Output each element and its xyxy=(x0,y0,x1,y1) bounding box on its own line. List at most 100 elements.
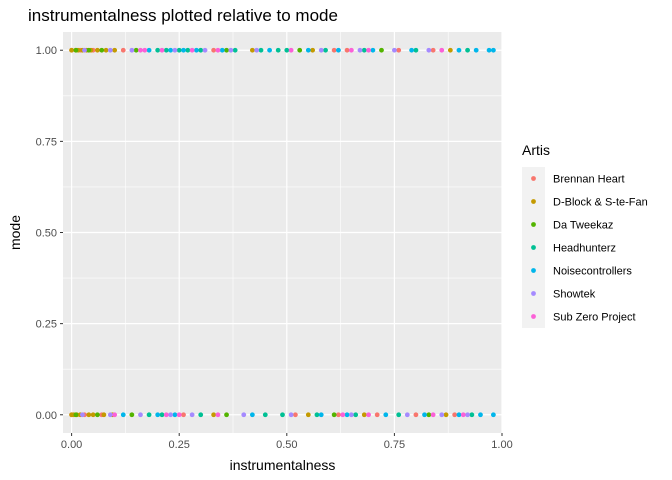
point-0-8 xyxy=(430,47,436,53)
point-6-11 xyxy=(176,412,182,418)
point-3-16 xyxy=(262,412,268,418)
point-6-9 xyxy=(112,412,118,418)
point-3-3 xyxy=(185,47,191,53)
point-0-14 xyxy=(336,412,341,418)
point-5-2 xyxy=(129,47,135,53)
point-4-13 xyxy=(490,47,496,53)
point-3-18 xyxy=(314,412,320,418)
x-tick-label-3: 0.75 xyxy=(384,439,405,451)
point-3-17 xyxy=(280,412,285,418)
point-4-0 xyxy=(146,47,152,53)
point-1-8 xyxy=(112,47,118,53)
point-6-4 xyxy=(215,47,221,53)
point-3-6 xyxy=(258,47,264,53)
point-1-16 xyxy=(86,412,92,418)
point-5-16 xyxy=(241,412,247,418)
legend-label-0: Brennan Heart xyxy=(553,174,625,186)
point-5-5 xyxy=(228,47,234,53)
point-5-4 xyxy=(202,47,208,53)
point-4-22 xyxy=(456,412,462,418)
legend-swatch-4 xyxy=(531,268,536,273)
point-4-12 xyxy=(486,47,492,53)
point-5-7 xyxy=(318,47,324,53)
point-0-5 xyxy=(331,47,337,53)
point-6-2 xyxy=(159,47,165,53)
point-1-10 xyxy=(310,47,316,53)
legend: Artis Brennan Heart D-Block & S-te-Fan Da … xyxy=(522,142,648,328)
point-4-7 xyxy=(336,47,341,53)
point-4-4 xyxy=(219,47,225,53)
legend-title: Artis xyxy=(522,142,550,158)
data-points xyxy=(69,47,496,418)
point-2-7 xyxy=(73,412,79,418)
point-2-3 xyxy=(133,47,139,53)
x-tick-label-2: 0.50 xyxy=(276,439,297,451)
point-5-11 xyxy=(79,412,85,418)
point-4-20 xyxy=(383,412,389,418)
point-2-12 xyxy=(426,412,432,418)
point-3-4 xyxy=(198,47,204,53)
point-2-11 xyxy=(331,412,337,418)
x-axis: 0.00 0.25 0.50 0.75 1.00 xyxy=(61,433,513,451)
point-4-2 xyxy=(181,47,186,53)
point-4-1 xyxy=(168,47,173,53)
point-3-10 xyxy=(361,47,367,53)
point-2-1 xyxy=(86,47,92,53)
point-6-0 xyxy=(138,47,143,53)
point-3-9 xyxy=(323,47,328,53)
point-1-11 xyxy=(447,47,453,53)
point-1-20 xyxy=(211,412,217,418)
point-0-17 xyxy=(452,412,458,418)
point-6-10 xyxy=(163,412,169,418)
point-5-9 xyxy=(392,47,397,53)
y-tick-label-4: 1.00 xyxy=(36,45,57,57)
point-5-19 xyxy=(404,412,410,418)
point-5-18 xyxy=(348,412,354,418)
point-5-17 xyxy=(288,412,294,418)
point-3-5 xyxy=(232,47,238,53)
point-1-21 xyxy=(305,412,311,418)
point-6-15 xyxy=(430,412,436,418)
point-5-21 xyxy=(465,412,470,418)
point-6-5 xyxy=(288,47,294,53)
point-5-20 xyxy=(439,412,445,418)
point-4-21 xyxy=(422,412,427,418)
point-4-17 xyxy=(249,412,255,418)
point-2-4 xyxy=(224,47,229,53)
point-4-3 xyxy=(194,47,199,53)
point-3-2 xyxy=(176,47,182,53)
point-4-11 xyxy=(473,47,479,53)
point-1-0 xyxy=(69,47,75,53)
x-axis-title: instrumentalness xyxy=(230,457,336,473)
point-0-6 xyxy=(344,47,350,53)
legend-swatch-3 xyxy=(531,245,536,250)
point-4-9 xyxy=(409,47,415,53)
point-5-3 xyxy=(172,47,178,53)
y-tick-label-0: 0.00 xyxy=(36,410,57,422)
x-tick-label-0: 0.00 xyxy=(61,439,82,451)
y-axis-title: mode xyxy=(7,215,23,250)
point-5-14 xyxy=(168,412,173,418)
point-0-3 xyxy=(120,47,126,53)
point-3-0 xyxy=(155,47,161,53)
point-3-7 xyxy=(275,47,281,53)
point-0-16 xyxy=(413,412,419,418)
y-tick-label-1: 0.25 xyxy=(36,319,57,331)
point-6-13 xyxy=(340,412,346,418)
point-2-9 xyxy=(129,412,135,418)
legend-swatch-2 xyxy=(531,222,536,227)
legend-label-5: Showtek xyxy=(553,289,596,301)
point-3-11 xyxy=(413,47,419,53)
point-1-18 xyxy=(101,412,107,418)
point-5-1 xyxy=(107,47,113,53)
point-1-17 xyxy=(90,412,96,418)
point-0-7 xyxy=(396,47,402,53)
point-5-6 xyxy=(254,47,260,53)
point-2-2 xyxy=(99,47,105,53)
point-2-8 xyxy=(95,412,100,418)
point-4-15 xyxy=(155,412,161,418)
point-4-10 xyxy=(456,47,462,53)
point-5-0 xyxy=(82,47,87,53)
point-4-14 xyxy=(120,412,126,418)
point-4-24 xyxy=(490,412,496,418)
